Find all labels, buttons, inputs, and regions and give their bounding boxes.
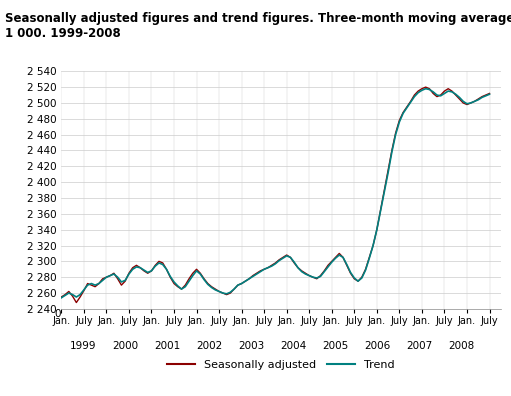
Legend: Seasonally adjusted, Trend: Seasonally adjusted, Trend: [163, 356, 399, 375]
Text: Seasonally adjusted figures and trend figures. Three-month moving average in
1 0: Seasonally adjusted figures and trend fi…: [5, 12, 511, 40]
Text: 0: 0: [55, 309, 61, 319]
